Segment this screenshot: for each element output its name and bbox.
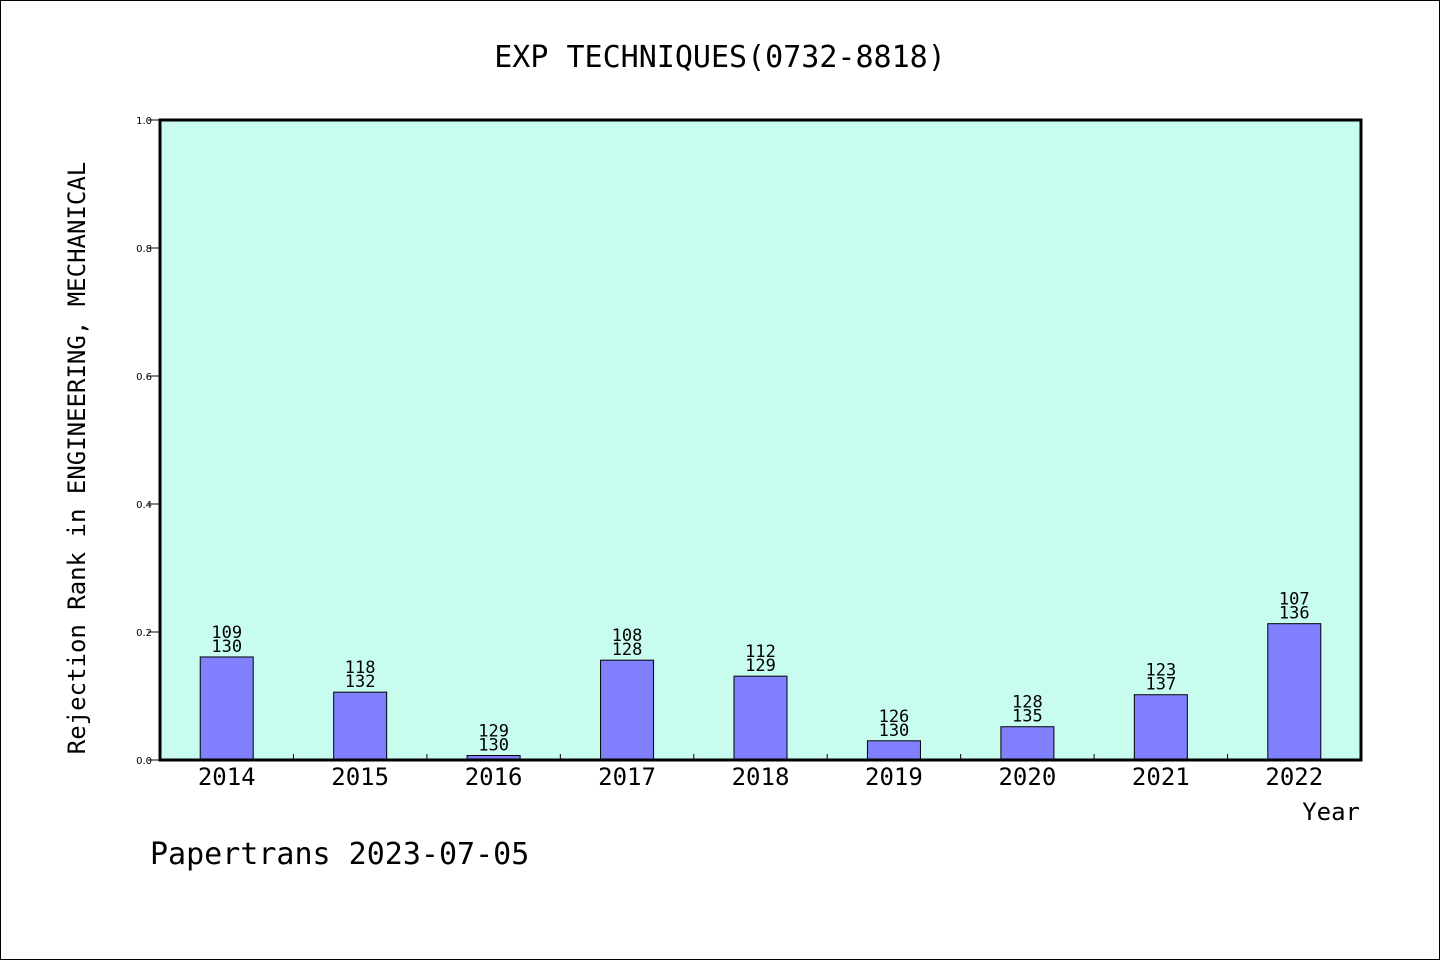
plot-area [160, 120, 1361, 760]
bar-label-bottom: 130 [478, 736, 509, 756]
bar-2021 [1133, 694, 1188, 761]
x-tick-label: 2020 [998, 763, 1056, 791]
chart-title: EXP TECHNIQUES(0732-8818) [494, 40, 946, 75]
bar-label-bottom: 129 [745, 656, 776, 676]
bar-label-bottom: 130 [211, 637, 242, 657]
bar-label-top: 123 [1145, 661, 1176, 681]
bar-label-bottom: 132 [345, 672, 376, 692]
y-tick-label: 0.0 [136, 756, 152, 767]
x-tick-label: 2015 [331, 763, 389, 791]
bar-label-top: 128 [1012, 693, 1043, 713]
y-tick-label: 0.2 [136, 628, 152, 639]
bar-2017 [600, 659, 655, 761]
bar-label-bottom: 135 [1012, 707, 1043, 727]
y-tick-label: 0.4 [136, 500, 152, 511]
bar-label-top: 108 [612, 626, 643, 646]
bar-2022 [1267, 623, 1322, 761]
x-tick-label: 2014 [198, 763, 256, 791]
bar-2018 [733, 675, 788, 761]
x-tick-label: 2016 [465, 763, 523, 791]
bar-2015 [333, 691, 388, 761]
bar-label-bottom: 128 [612, 640, 643, 660]
x-axis-label: Year [1302, 798, 1360, 826]
bar-label-bottom: 130 [879, 721, 910, 741]
bar-label-top: 107 [1279, 590, 1310, 610]
x-tick-label: 2018 [732, 763, 790, 791]
bar-2019 [866, 740, 921, 761]
bar-label-bottom: 136 [1279, 604, 1310, 624]
bar-label-bottom: 137 [1145, 675, 1176, 695]
y-tick-label: 0.6 [136, 372, 152, 383]
y-axis-ticks: 0.0 0.2 0.4 0.6 0.8 1.0 [136, 116, 160, 767]
bar-label-top: 109 [211, 623, 242, 643]
y-axis-label: Rejection Rank in ENGINEERING, MECHANICA… [63, 162, 91, 754]
x-tick-labels: 2014 2015 2016 2017 2018 2019 2020 2021 2022 [198, 763, 1323, 791]
x-tick-label: 2021 [1132, 763, 1190, 791]
bar-label-top: 112 [745, 642, 776, 662]
bar-2020 [1000, 726, 1055, 761]
bar-label-top: 129 [478, 722, 509, 742]
y-tick-label: 0.8 [136, 244, 152, 255]
bar-2014 [199, 656, 254, 761]
x-tick-label: 2022 [1265, 763, 1323, 791]
bar-label-top: 118 [345, 658, 376, 678]
y-tick-label: 1.0 [136, 116, 152, 127]
x-tick-label: 2017 [598, 763, 656, 791]
bars [199, 623, 1322, 761]
x-tick-label: 2019 [865, 763, 923, 791]
footer-text: Papertrans 2023-07-05 [150, 837, 529, 872]
bar-label-top: 126 [879, 707, 910, 727]
plot-frame [158, 118, 1363, 762]
